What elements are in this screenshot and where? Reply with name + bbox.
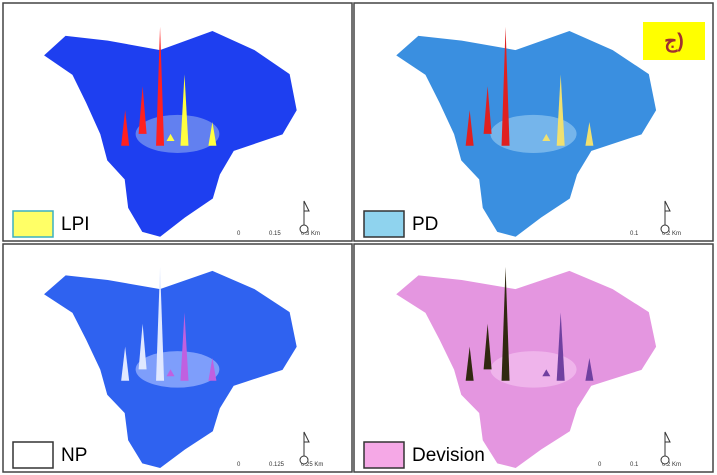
panel-label: LPI: [61, 214, 90, 235]
legend-swatch: [364, 211, 404, 237]
figure-label: ج): [664, 30, 684, 53]
panel-label: Devision: [412, 445, 485, 466]
north-arrow-base: [661, 456, 669, 464]
scale-label: 0.15: [269, 231, 281, 237]
legend-swatch: [13, 442, 53, 468]
figure: LPI00.150.3 KmPD0.10.2 KmNP00.1250.25 Km…: [0, 0, 717, 475]
scale-label: 0.1: [630, 231, 639, 237]
north-arrow-base: [300, 456, 308, 464]
legend-swatch: [13, 211, 53, 237]
north-arrow-base: [661, 225, 669, 233]
panel-label: NP: [61, 445, 87, 466]
legend-swatch: [364, 442, 404, 468]
scale-label: 0.125: [269, 462, 285, 468]
map-shading: [136, 351, 220, 387]
panel-label: PD: [412, 214, 438, 235]
scale-label: 0.1: [630, 462, 639, 468]
map-shading: [136, 115, 220, 153]
north-arrow-base: [300, 225, 308, 233]
